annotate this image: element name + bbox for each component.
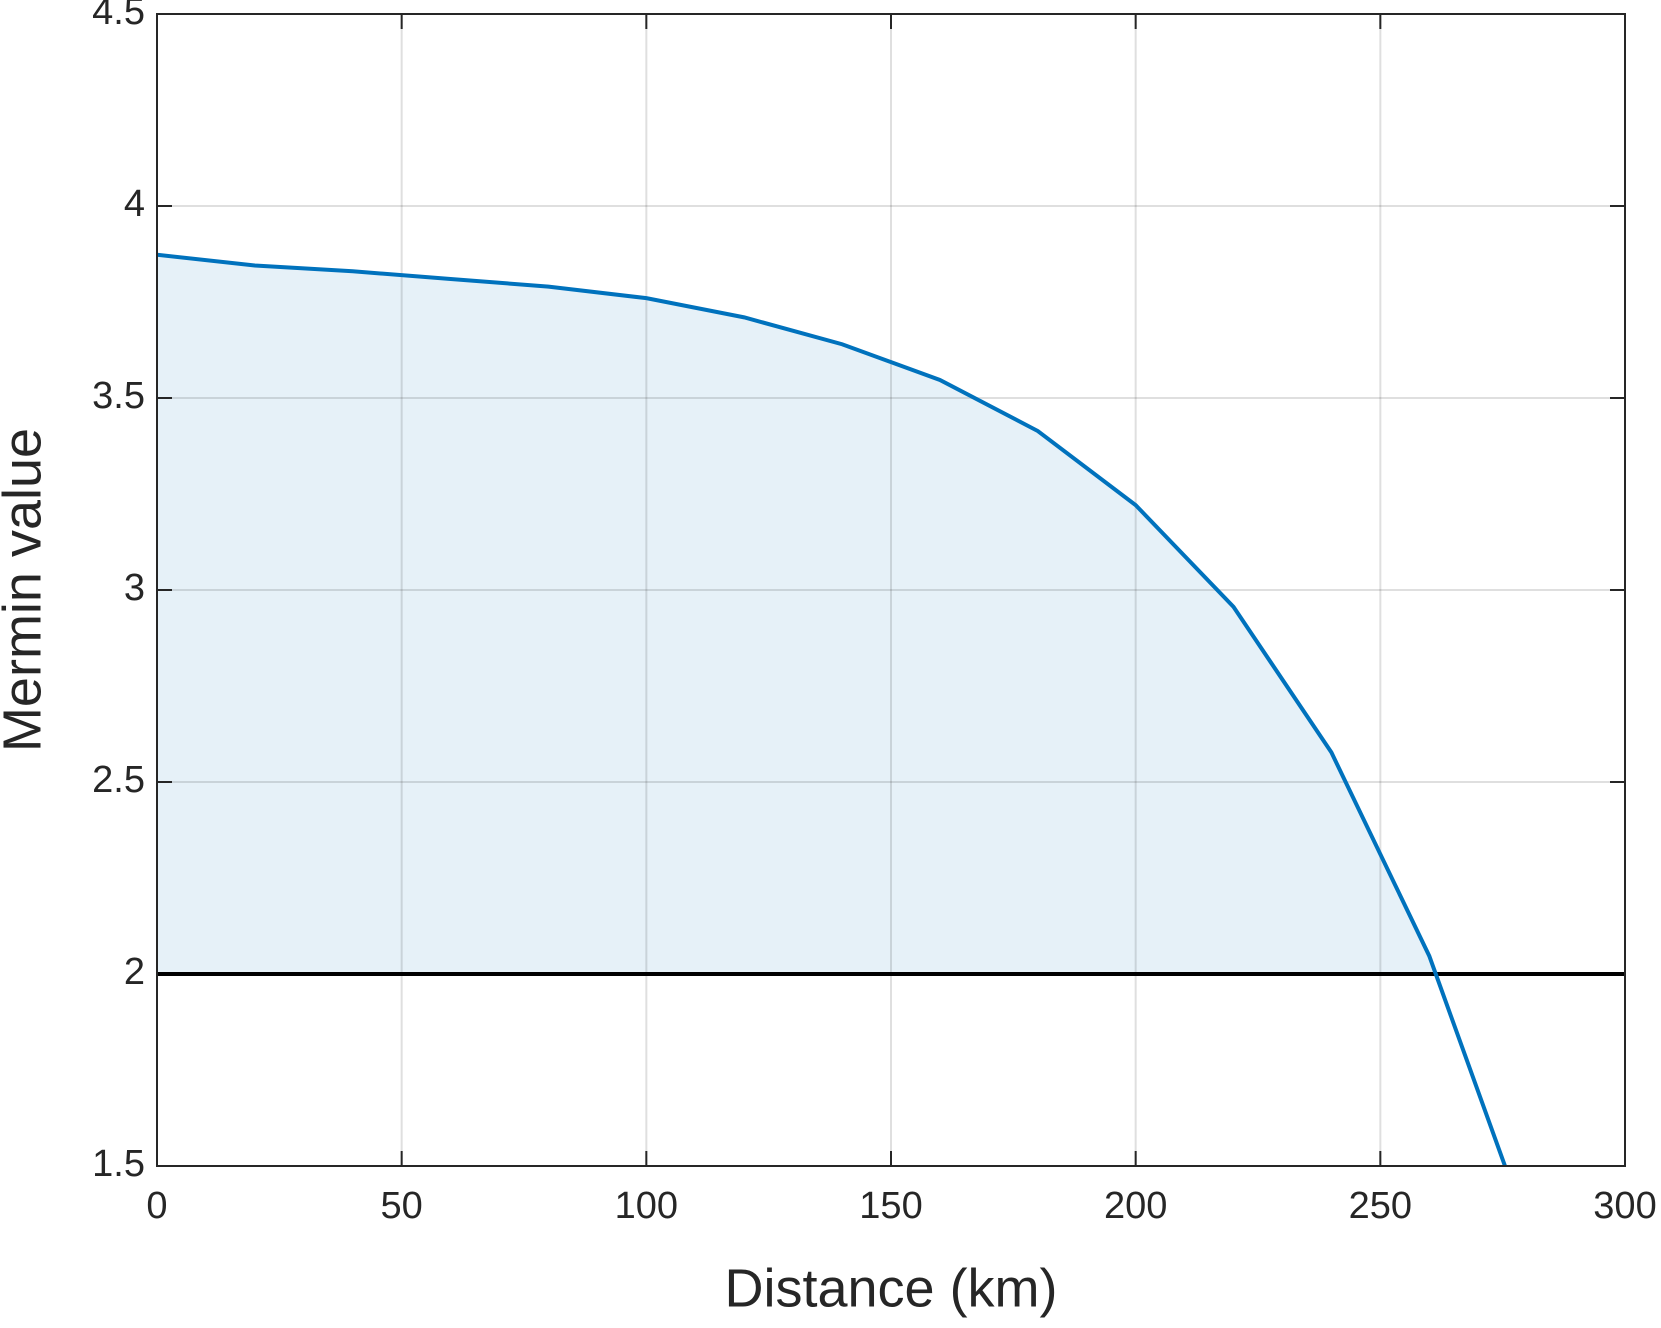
y-axis-label: Mermin value xyxy=(0,428,52,752)
x-tick-label: 100 xyxy=(615,1185,678,1227)
y-tick-label: 4.5 xyxy=(92,0,145,33)
x-tick-label: 300 xyxy=(1593,1185,1656,1227)
y-tick-label: 3.5 xyxy=(92,375,145,417)
fill-area xyxy=(157,254,1528,974)
y-tick-label: 2 xyxy=(124,951,145,993)
y-tick-label: 1.5 xyxy=(92,1143,145,1185)
x-axis-label: Distance (km) xyxy=(724,1258,1057,1318)
y-tick-label: 2.5 xyxy=(92,759,145,801)
plot-frame xyxy=(156,13,1626,1167)
y-tick-label: 3 xyxy=(124,567,145,609)
x-tick-label: 150 xyxy=(859,1185,922,1227)
x-tick-label: 50 xyxy=(381,1185,423,1227)
y-tick-label: 4 xyxy=(124,183,145,225)
x-tick-label: 250 xyxy=(1349,1185,1412,1227)
data-line xyxy=(157,252,1508,1166)
x-tick-label: 0 xyxy=(146,1185,167,1227)
x-tick-label: 200 xyxy=(1104,1185,1167,1227)
